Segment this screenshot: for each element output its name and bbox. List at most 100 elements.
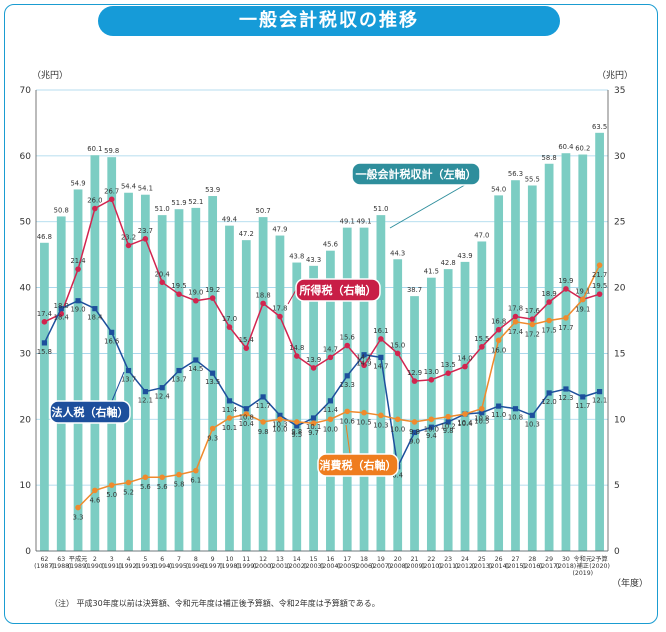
x-tick-label: (2000) xyxy=(253,563,274,570)
revenue-bar-label: 45.6 xyxy=(323,241,338,249)
series-label-所得税: 16.8 xyxy=(491,318,506,326)
revenue-bar-label: 54.4 xyxy=(121,183,136,191)
callout-label: 所得税（右軸） xyxy=(300,283,377,297)
x-tick-label: (1994) xyxy=(152,563,173,570)
series-label-消費税: 4.6 xyxy=(89,496,100,504)
revenue-bar xyxy=(342,227,352,552)
axes: 0 10 20 30 40 50 60 70 0 5 10 15 20 25 30 35 xyxy=(20,86,626,557)
series-marker-法人税 xyxy=(260,394,266,400)
series-label-法人税: 10.3 xyxy=(525,420,540,428)
callout-box xyxy=(351,162,481,186)
x-tick-label: 25 xyxy=(478,556,486,563)
series-label-法人税: 12.0 xyxy=(542,398,557,406)
series-label-消費税: 10.3 xyxy=(373,421,388,429)
series-marker-法人税 xyxy=(243,406,249,412)
series-label-消費税: 21.7 xyxy=(592,271,607,279)
series-label-消費税: 5.6 xyxy=(157,483,168,491)
revenue-bar-label: 47.0 xyxy=(474,231,489,239)
series-marker-消費税 xyxy=(327,416,334,423)
x-tick-label: 2予算 xyxy=(591,555,607,563)
right-tick-label: 30 xyxy=(614,152,626,162)
revenue-bar xyxy=(426,277,436,551)
x-tick-label: 29 xyxy=(545,556,553,563)
footnote: （注） 平成30年度以前は決算額、令和元年度は補正後予算額、令和2年度は予算額で… xyxy=(50,599,380,608)
series-marker-法人税 xyxy=(310,415,317,421)
series-marker-消費税 xyxy=(596,262,603,268)
series-label-消費税: 10.2 xyxy=(441,423,456,431)
revenue-bar xyxy=(73,189,83,552)
x-tick-label: 2 xyxy=(93,556,97,563)
series-marker-法人税 xyxy=(75,298,81,304)
x-tick-label: 12 xyxy=(259,556,267,563)
revenue-bar xyxy=(140,194,150,551)
x-tick-label: (1992) xyxy=(118,563,139,570)
callout-label: 法人税（右軸） xyxy=(52,405,129,419)
x-tick-label: 30 xyxy=(562,556,570,563)
series-marker-法人税 xyxy=(428,424,434,430)
series-label-法人税: 11.7 xyxy=(575,402,590,410)
callout-box xyxy=(295,278,381,302)
series-marker-法人税 xyxy=(92,306,98,312)
revenue-bar xyxy=(527,185,537,551)
series-label-消費税: 17.7 xyxy=(558,324,573,332)
x-axis-unit: （年度） xyxy=(612,577,648,589)
chart-frame xyxy=(4,4,658,624)
series-marker-消費税 xyxy=(563,315,569,321)
x-tick-label: (1993) xyxy=(135,563,156,570)
x-tick-label: 3 xyxy=(110,556,114,563)
revenue-bar xyxy=(107,157,117,551)
series-label-消費税: 10.0 xyxy=(424,425,439,433)
revenue-bar xyxy=(90,155,100,551)
x-tick-label: (2014) xyxy=(488,563,509,570)
series-marker-所得税 xyxy=(529,316,536,322)
revenue-bar-label: 46.8 xyxy=(37,233,52,241)
series-marker-所得税 xyxy=(193,297,199,304)
series-label-法人税: 9.4 xyxy=(426,432,437,440)
series-marker-消費税 xyxy=(428,416,435,423)
x-tick-label: (1989) xyxy=(68,563,89,570)
series-label-法人税: 12.1 xyxy=(138,397,153,405)
series-label-消費税: 17.4 xyxy=(508,328,523,336)
left-tick-label: 70 xyxy=(20,86,32,96)
series-label-所得税: 20.4 xyxy=(155,270,170,278)
series-marker-法人税 xyxy=(496,403,502,409)
right-axis-unit: （兆円） xyxy=(597,70,633,81)
series-label-法人税: 10.4 xyxy=(457,419,472,427)
series-label-消費税: 10.0 xyxy=(390,425,405,433)
series-label-法人税: 10.1 xyxy=(306,423,321,431)
x-tick-label: (2002) xyxy=(286,563,307,570)
revenue-bar-label: 53.9 xyxy=(205,186,220,194)
series-label-所得税: 13.5 xyxy=(441,361,456,369)
series-label-所得税: 19.9 xyxy=(558,277,573,285)
revenue-bar-label: 51.0 xyxy=(155,205,170,213)
x-tick-label: (2013) xyxy=(472,563,493,570)
series-label-消費税: 9.8 xyxy=(409,428,420,436)
revenue-bar xyxy=(595,132,604,552)
series-label-消費税: 10.5 xyxy=(356,419,371,427)
series-marker-法人税 xyxy=(58,306,64,312)
series-label-所得税: 21.4 xyxy=(70,257,85,265)
revenue-bar-label: 43.8 xyxy=(289,253,304,261)
series-label-所得税: 18.0 xyxy=(54,302,69,310)
series-marker-所得税 xyxy=(260,300,266,307)
revenue-bar-label: 59.8 xyxy=(104,147,119,155)
series-marker-所得税 xyxy=(41,319,48,325)
series-label-所得税: 15.6 xyxy=(340,334,355,342)
series-marker-消費税 xyxy=(579,296,586,303)
revenue-bar xyxy=(460,261,470,551)
x-tick-label: 26 xyxy=(495,556,503,563)
series-label-所得税: 15.4 xyxy=(239,336,254,344)
right-tick-label: 5 xyxy=(614,481,620,491)
series-marker-法人税 xyxy=(142,389,148,395)
x-tick-label: (1988) xyxy=(51,563,72,570)
series-label-法人税: 13.7 xyxy=(121,376,136,384)
revenue-bar-label: 54.9 xyxy=(70,179,85,187)
series-label-法人税: 19.0 xyxy=(70,306,85,314)
series-marker-消費税 xyxy=(193,467,199,474)
x-tick-label: (2012) xyxy=(455,563,476,570)
series-label-所得税: 26.0 xyxy=(87,197,102,205)
series-marker-所得税 xyxy=(125,242,132,249)
series-marker-消費税 xyxy=(125,479,132,486)
series-marker-消費税 xyxy=(445,413,451,420)
